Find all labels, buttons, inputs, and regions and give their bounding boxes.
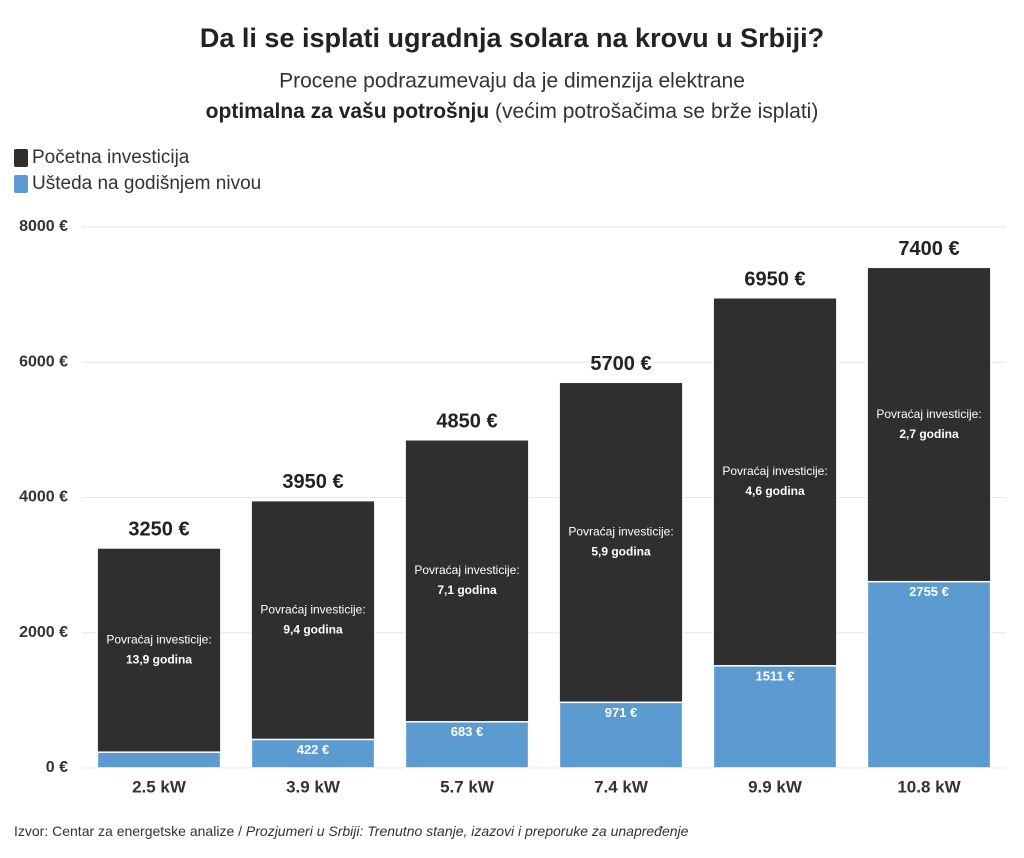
bar — [866, 580, 992, 769]
annotation: Povraćaj investicije: — [568, 525, 673, 539]
annotation: 7,1 godina — [437, 583, 497, 597]
value-label: 6950 € — [744, 268, 805, 290]
subtitle: optimalna za vašu potrošnju (većim potro… — [206, 100, 819, 123]
legend-label: Početna investicija — [32, 147, 190, 168]
y-tick-label: 0 € — [46, 759, 68, 776]
value-label: 3250 € — [128, 519, 189, 541]
y-tick-label: 6000 € — [19, 353, 68, 370]
x-tick-label: 9.9 kW — [748, 777, 803, 796]
value-label: 5700 € — [590, 353, 651, 375]
source: Izvor: Centar za energetske analize / Pr… — [14, 823, 689, 839]
annotation: 4,6 godina — [745, 484, 805, 498]
value-label: 2755 € — [909, 584, 949, 599]
subtitle: Procene podrazumevaju da je dimenzija el… — [279, 70, 745, 93]
annotation: Povraćaj investicije: — [106, 632, 211, 646]
x-tick-label: 7.4 kW — [594, 777, 649, 796]
bar — [712, 665, 838, 769]
legend-label: Ušteda na godišnjem nivou — [32, 173, 261, 194]
bar — [250, 500, 376, 769]
x-tick-label: 10.8 kW — [897, 777, 961, 796]
bar — [250, 738, 376, 769]
y-tick-label: 2000 € — [19, 624, 68, 641]
bar — [404, 439, 530, 769]
legend-swatch — [14, 175, 28, 193]
annotation: Povraćaj investicije: — [260, 602, 365, 616]
value-label: 7400 € — [898, 238, 959, 260]
value-label: 1511 € — [755, 668, 794, 683]
y-tick-label: 4000 € — [19, 489, 68, 506]
annotation: Povraćaj investicije: — [722, 464, 827, 478]
annotation: 5,9 godina — [591, 545, 651, 559]
annotation: 9,4 godina — [283, 622, 343, 636]
bar — [404, 721, 530, 769]
annotation: Povraćaj investicije: — [414, 563, 519, 577]
value-label: 3950 € — [282, 471, 343, 493]
value-label: 971 € — [605, 705, 638, 720]
value-label: 683 € — [451, 724, 484, 739]
source-italic: Prozjumeri u Srbiji: Trenutno stanje, iz… — [246, 823, 689, 839]
bar — [96, 547, 222, 769]
subtitle-rest: (većim potrošačima se brže isplati) — [489, 100, 818, 123]
value-label: 4850 € — [436, 410, 497, 432]
chart-title: Da li se isplati ugradnja solara na krov… — [200, 23, 824, 53]
annotation: 13,9 godina — [126, 652, 192, 666]
y-tick-label: 8000 € — [19, 218, 68, 235]
bar — [558, 701, 684, 769]
bar — [96, 751, 222, 769]
source-text: Izvor: Centar za energetske analize / — [14, 823, 246, 839]
x-tick-label: 3.9 kW — [286, 777, 341, 796]
x-tick-label: 5.7 kW — [440, 777, 495, 796]
annotation: Povraćaj investicije: — [876, 407, 981, 421]
legend-swatch — [14, 149, 28, 167]
value-label: 422 € — [297, 742, 330, 757]
x-tick-label: 2.5 kW — [132, 777, 187, 796]
subtitle-bold: optimalna za vašu potrošnju — [206, 100, 490, 123]
annotation: 2,7 godina — [899, 427, 959, 441]
